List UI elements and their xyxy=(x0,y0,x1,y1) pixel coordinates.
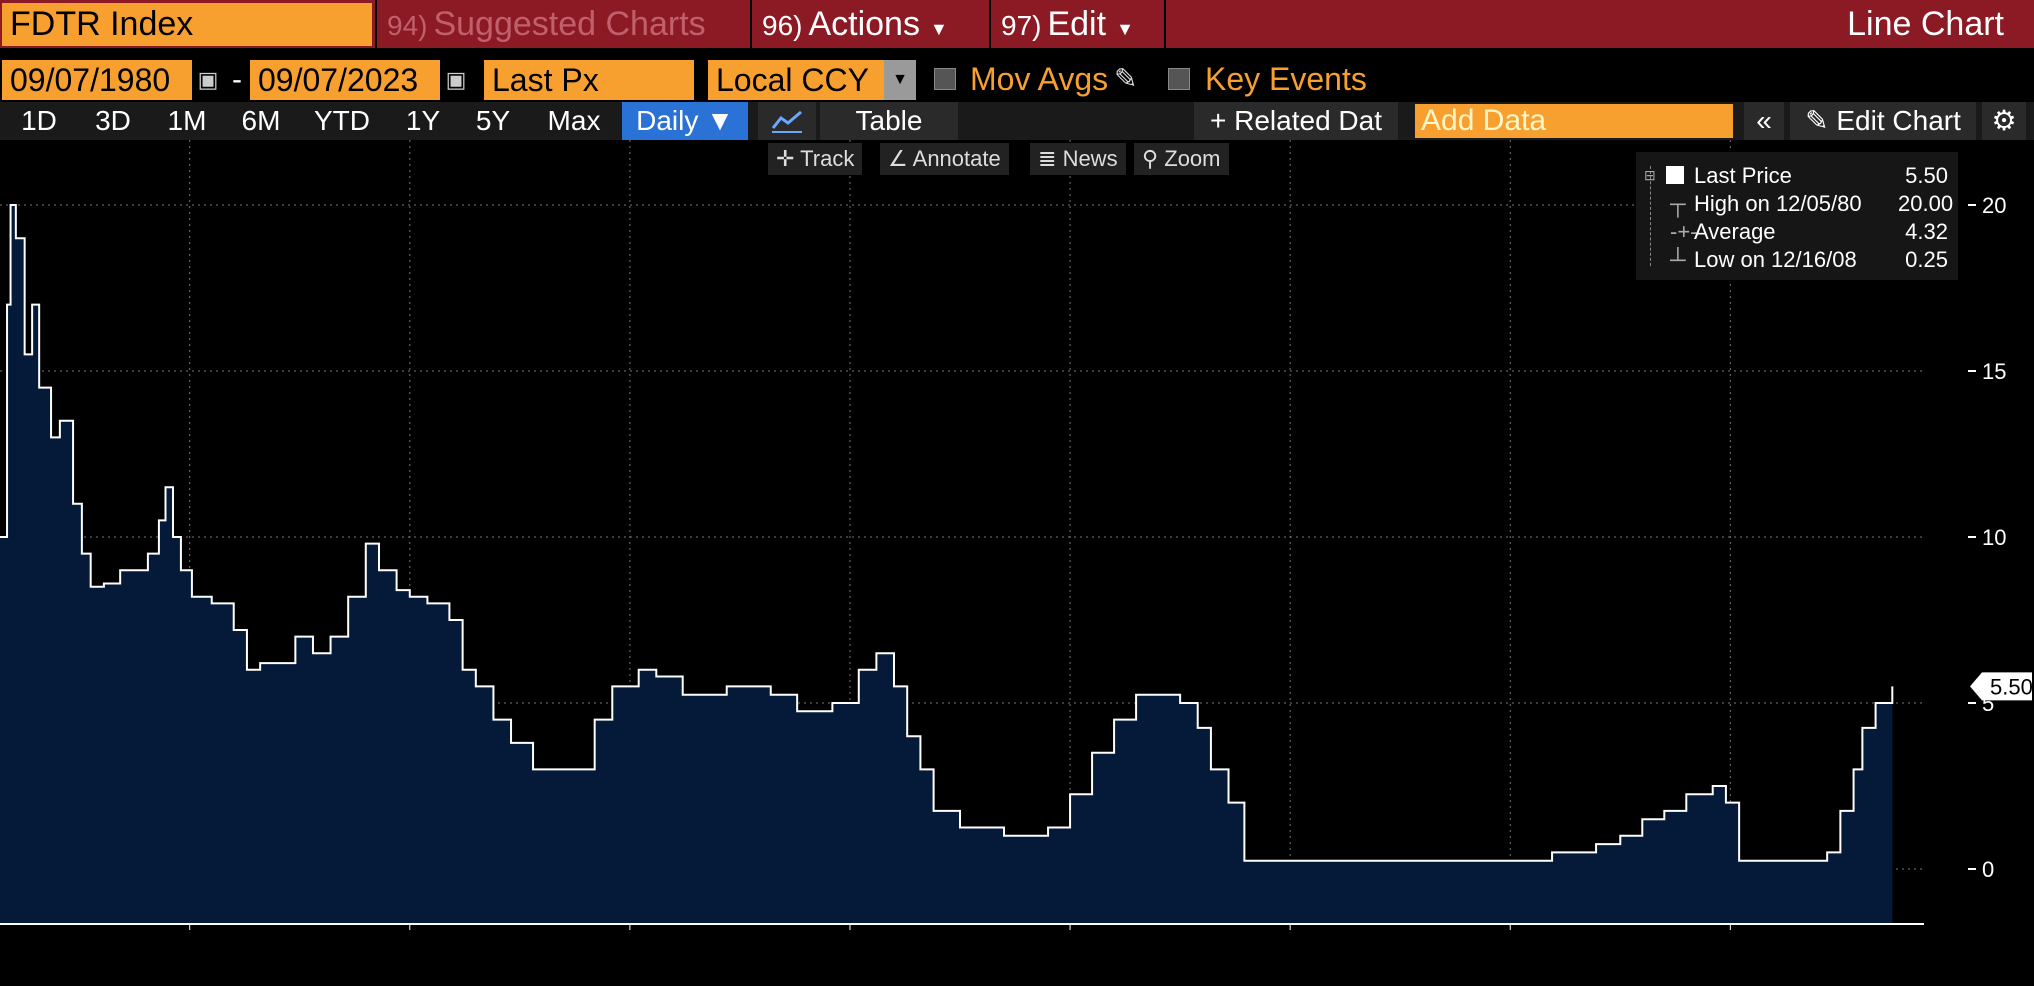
annotate-tool[interactable]: ∠ Annotate xyxy=(880,143,1009,175)
news-tool[interactable]: ≣ News xyxy=(1030,143,1126,175)
news-label: News xyxy=(1062,146,1118,171)
suggested-charts-button[interactable]: 94) Suggested Charts xyxy=(375,0,747,48)
y-tick-label: 10 xyxy=(1982,525,2006,550)
edit-num: 97) xyxy=(1001,10,1042,41)
last-value-callout xyxy=(1970,672,2032,701)
mov-avgs-label[interactable]: Mov Avgs xyxy=(970,61,1109,97)
last-value-label: 5.50 xyxy=(1990,674,2033,699)
edit-chart-label: Edit Chart xyxy=(1836,105,1961,136)
pen-icon: ∠ xyxy=(888,146,908,171)
pencil-icon[interactable]: ✎ xyxy=(1114,63,1138,94)
y-tick-label: 15 xyxy=(1982,359,2006,384)
key-events-checkbox[interactable] xyxy=(1168,68,1190,90)
period-ytd[interactable]: YTD xyxy=(314,105,370,136)
y-tick-label: 0 xyxy=(1982,857,1994,882)
track-tool[interactable]: ✛ Track xyxy=(768,143,863,175)
period-1m[interactable]: 1M xyxy=(167,105,207,136)
series-area xyxy=(0,205,1893,924)
legend-last-value: 5.50 xyxy=(1905,163,1948,188)
period-5y[interactable]: 5Y xyxy=(475,105,511,136)
edit-label: Edit xyxy=(1047,5,1107,43)
legend-last-label: Last Price xyxy=(1694,163,1792,188)
line-chart-icon[interactable] xyxy=(758,102,816,140)
end-date-field[interactable]: 09/07/2023 xyxy=(250,60,440,100)
divider xyxy=(1164,0,1166,48)
legend-low-value: 0.25 xyxy=(1905,247,1948,272)
suggested-num: 94) xyxy=(387,10,428,41)
track-label: Track xyxy=(800,146,855,171)
key-events-label[interactable]: Key Events xyxy=(1205,61,1367,97)
currency-selector[interactable]: Local CCY xyxy=(708,60,886,100)
actions-label: Actions xyxy=(808,5,920,43)
magnifier-icon: ⚲ xyxy=(1142,146,1159,171)
legend-avg-value: 4.32 xyxy=(1905,219,1948,244)
start-date-field[interactable]: 09/07/1980 xyxy=(2,60,192,100)
mov-avgs-checkbox[interactable] xyxy=(934,68,956,90)
period-6m[interactable]: 6M xyxy=(241,105,281,136)
edit-chart-button[interactable]: ✎ Edit Chart xyxy=(1790,102,1976,140)
edit-button[interactable]: 97) Edit ▼ xyxy=(989,0,1161,48)
y-tick-label: 20 xyxy=(1982,193,2006,218)
gear-icon[interactable]: ⚙ xyxy=(1982,102,2026,140)
legend: ⊟ Last Price 5.50 ┬ High on 12/05/80 20.… xyxy=(1636,152,1958,280)
date-separator: - xyxy=(232,63,242,96)
legend-high-value: 20.00 xyxy=(1898,191,1954,216)
legend-avg-label: Average xyxy=(1694,219,1776,244)
high-marker-icon: ┬ xyxy=(1670,191,1686,216)
chevron-down-icon[interactable]: ▼ xyxy=(884,60,916,100)
chart-type-label: Line Chart xyxy=(1847,5,2004,43)
collapse-box-icon[interactable]: ⊟ xyxy=(1644,167,1656,183)
pencil-icon: ✎ xyxy=(1805,105,1829,136)
add-data-input[interactable]: Add Data xyxy=(1415,104,1733,138)
chevron-down-icon: ▼ xyxy=(929,19,948,39)
calendar-icon[interactable]: ▣ xyxy=(193,60,223,100)
news-icon: ≣ xyxy=(1038,146,1057,171)
period-1d[interactable]: 1D xyxy=(21,105,57,136)
related-data-button[interactable]: + Related Dat xyxy=(1194,102,1398,140)
actions-num: 96) xyxy=(762,10,803,41)
table-button[interactable]: Table xyxy=(820,102,958,140)
crosshair-icon: ✛ xyxy=(776,146,795,171)
collapse-icon[interactable]: « xyxy=(1744,102,1784,140)
average-marker-icon: -+- xyxy=(1670,219,1698,244)
legend-high-label: High on 12/05/80 xyxy=(1694,191,1862,216)
suggested-label: Suggested Charts xyxy=(433,5,706,43)
period-1y[interactable]: 1Y xyxy=(405,105,441,136)
low-marker-icon: ┴ xyxy=(1670,247,1686,272)
series-line xyxy=(0,204,1894,862)
period-max[interactable]: Max xyxy=(547,105,601,136)
legend-tree-line xyxy=(1650,166,1652,266)
period-3d[interactable]: 3D xyxy=(95,105,131,136)
zoom-tool[interactable]: ⚲ Zoom xyxy=(1134,143,1229,175)
calendar-icon[interactable]: ▣ xyxy=(441,60,471,100)
frequency-dropdown[interactable]: Daily ▼ xyxy=(622,102,748,140)
annotate-label: Annotate xyxy=(912,146,1001,171)
chevron-down-icon: ▼ xyxy=(1116,19,1134,39)
ticker-field[interactable]: FDTR Index xyxy=(2,3,372,46)
field-selector[interactable]: Last Px xyxy=(484,60,694,100)
chart-area[interactable]: 051015205.501980-19841985-19891990-19941… xyxy=(0,140,2034,930)
legend-low-label: Low on 12/16/08 xyxy=(1694,247,1857,272)
series-swatch xyxy=(1666,166,1684,184)
zoom-label: Zoom xyxy=(1164,146,1221,171)
actions-button[interactable]: 96) Actions ▼ xyxy=(750,0,986,48)
